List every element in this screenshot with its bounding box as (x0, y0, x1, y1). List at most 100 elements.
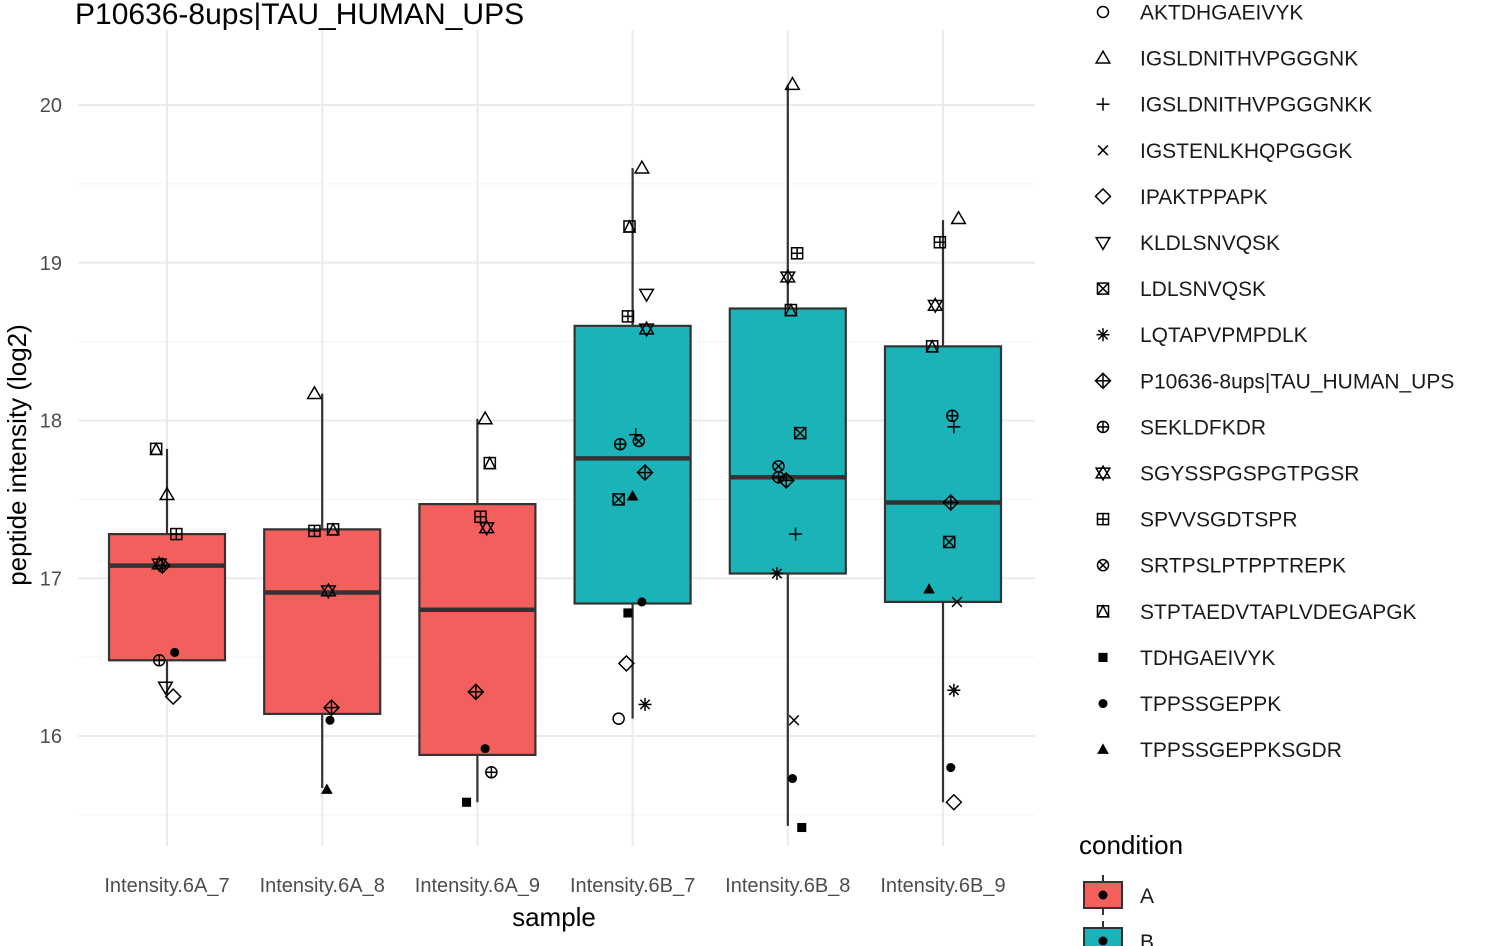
legend-label: LDLSNVQSK (1140, 278, 1266, 301)
y-axis-title: peptide intensity (log2) (2, 324, 32, 586)
legend-condition-title: condition (1079, 830, 1183, 860)
point-sgysspgspgtpgsr (927, 297, 944, 314)
point-sgysspgspgtpgsr (320, 582, 337, 600)
point-ipaktppapk (945, 793, 963, 811)
point-tppssgeppksgdr (626, 490, 639, 501)
point-sekldfkdr (613, 437, 627, 451)
point-stptaedvtaplvdegapgk (784, 302, 798, 317)
point-igstenlkhqpgggk (788, 714, 800, 726)
legend-item-igsldnithvpgggnkk: IGSLDNITHVPGGGNKK (1096, 94, 1372, 117)
point-igsldnithvpgggnk (633, 159, 651, 174)
legend-item-spvvsgdtspr: SPVVSGDTSPR (1096, 509, 1298, 532)
legend-label: IPAKTPPAPK (1140, 186, 1268, 209)
legend-item-sekldfkdr: SEKLDFKDR (1096, 416, 1266, 439)
legend-label: TPPSSGEPPK (1140, 693, 1281, 716)
point-tppssgeppk (946, 763, 956, 773)
point-stptaedvtaplvdegapgk (149, 441, 163, 456)
point-igsldnithvpgggnk (306, 385, 323, 400)
legend-label: IGSLDNITHVPGGGNKK (1140, 94, 1372, 117)
box-intensity-6b-8 (728, 84, 847, 826)
point-stptaedvtaplvdegapgk (483, 455, 497, 470)
point-lqtapvpmpdlk (770, 567, 784, 581)
legend-item-kldlsnvqsk: KLDLSNVQSK (1094, 232, 1280, 255)
x-axis: Intensity.6A_7 Intensity.6A_8 Intensity.6A… (104, 875, 1005, 897)
point-stptaedvtaplvdegapgk (925, 339, 939, 353)
legend-item-p10636-8ups-tau-human-ups: P10636-8ups|TAU_HUMAN_UPS (1094, 370, 1454, 393)
point-tdhgaeivyk (623, 608, 633, 618)
y-axis: 16 17 18 19 20 (40, 95, 62, 748)
point-ipaktppapk (617, 654, 635, 672)
legend-label: SRTPSLPTPPTREPK (1140, 555, 1346, 578)
point-srtpslptpptrepk (632, 434, 646, 448)
point-igsldnithvpgggnkk (947, 420, 961, 434)
point-tdhgaeivyk (461, 797, 472, 807)
point-igsldnithvpgggnk (158, 486, 176, 501)
point-sekldfkdr (485, 766, 498, 779)
point-sekldfkdr (152, 654, 166, 667)
legend-label: LQTAPVPMPDLK (1140, 324, 1308, 347)
point-tppssgeppk (637, 597, 647, 607)
legend-point (1098, 936, 1108, 946)
legend-label: TPPSSGEPPKSGDR (1140, 739, 1342, 762)
legend-label: IGSLDNITHVPGGGNK (1140, 48, 1358, 71)
point-tppssgeppksgdr (321, 783, 333, 794)
legend-item-ipaktppapk: IPAKTPPAPK (1094, 186, 1268, 209)
point-igsldnithvpgggnkk (789, 527, 803, 541)
point-p10636-8ups-tau-human-ups (467, 683, 485, 701)
point-tppssgeppk (787, 774, 798, 784)
legend-label: KLDLSNVQSK (1140, 232, 1280, 255)
point-tppssgeppk (325, 715, 335, 725)
legend-condition: condition A B (1079, 830, 1183, 946)
point-p10636-8ups-tau-human-ups (153, 557, 171, 575)
point-spvvsgdtspr (170, 527, 183, 541)
point-tppssgeppk (170, 647, 180, 657)
point-igsldnithvpgggnkk (629, 428, 643, 442)
point-sgysspgspgtpgsr (638, 320, 655, 338)
point-p10636-8ups-tau-human-ups (322, 699, 341, 717)
legend-item-sgysspgspgtpgsr: SGYSSPGSPGTPGSR (1094, 463, 1359, 486)
point-kldlsnvqsk (638, 288, 655, 303)
point-sekldfkdr (946, 409, 959, 423)
box-iqr (107, 532, 227, 662)
legend-peptide: AKTDHGAEIVYK IGSLDNITHVPGGGNK IGSLDNITHVPG… (1094, 2, 1454, 762)
x-tick-label: Intensity.6B_7 (570, 875, 695, 897)
legend-item-igstenlkhqpgggk: IGSTENLKHQPGGGK (1097, 140, 1352, 163)
point-kldlsnvqsk (157, 681, 174, 696)
point-ldlsnvqsk (942, 535, 956, 549)
legend-label: AKTDHGAEIVYK (1140, 2, 1303, 25)
box-intensity-6a-9 (418, 418, 537, 803)
box-iqr (263, 528, 382, 716)
legend-label: B (1140, 931, 1154, 946)
legend-label: P10636-8ups|TAU_HUMAN_UPS (1140, 370, 1454, 393)
y-tick-label: 18 (40, 411, 62, 433)
box-iqr (573, 324, 692, 605)
point-spvvsgdtspr (933, 235, 947, 249)
legend-label: SGYSSPGSPGTPGSR (1140, 463, 1359, 486)
point-igsldnithvpgggnk (477, 410, 494, 425)
point-sgysspgspgtpgsr (779, 268, 796, 286)
x-tick-label: Intensity.6A_8 (260, 875, 385, 897)
legend-label: SPVVSGDTSPR (1140, 509, 1298, 532)
point-igsldnithvpgggnk (950, 210, 967, 225)
point-spvvsgdtspr (621, 310, 635, 323)
legend-point (1098, 890, 1108, 900)
legend-label: A (1140, 885, 1154, 908)
box-iqr (418, 503, 537, 757)
x-axis-title: sample (512, 902, 596, 932)
legend-condition-b: B (1083, 921, 1154, 946)
y-tick-label: 16 (40, 726, 62, 748)
box-iqr (883, 345, 1003, 604)
box-intensity-6b-7 (573, 168, 692, 719)
point-tdhgaeivyk (797, 822, 807, 833)
point-igstenlkhqpgggk (951, 596, 963, 608)
legend-label: IGSTENLKHQPGGGK (1140, 140, 1352, 163)
point-stptaedvtaplvdegapgk (622, 219, 637, 233)
x-tick-label: Intensity.6B_8 (725, 875, 850, 897)
point-lqtapvpmpdlk (638, 697, 652, 711)
point-ldlsnvqsk (793, 426, 807, 440)
point-aktdhgaeivyk (612, 712, 625, 725)
legend-label: TDHGAEIVYK (1140, 647, 1275, 670)
box-intensity-6b-9 (883, 220, 1003, 803)
x-tick-label: Intensity.6A_7 (104, 875, 229, 897)
